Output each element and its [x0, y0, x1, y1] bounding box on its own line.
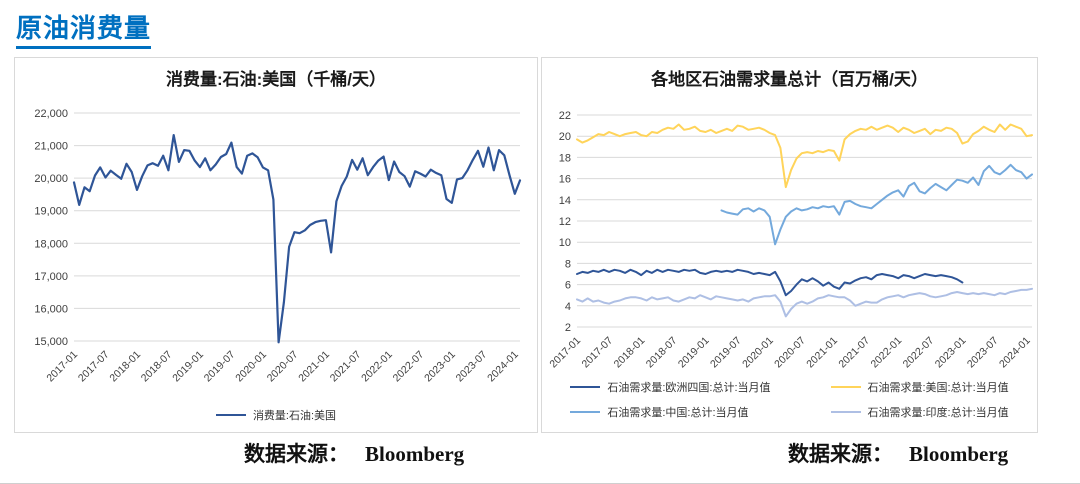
y-axis-tick-label: 4: [565, 301, 571, 313]
x-axis-tick-label: 2021-07: [328, 349, 364, 385]
source-value: Bloomberg: [909, 442, 1009, 466]
legend-label: 消费量:石油:美国: [252, 410, 337, 422]
x-axis-tick-label: 2022-01: [359, 349, 395, 385]
charts-container: 消费量:石油:美国（千桶/天） 15,000 16,000 17,000 18,000…: [14, 57, 1038, 433]
right-chart-title: 各地区石油需求量总计（百万桶/天）: [651, 70, 928, 89]
y-axis-tick-label: 20,000: [34, 173, 68, 185]
x-axis-tick-label: 2021-07: [836, 335, 872, 371]
line-chart: 2468101214161820222017-012017-072018-012…: [547, 110, 1033, 371]
x-axis-tick-label: 2019-07: [202, 349, 238, 385]
line-chart: 15,000 16,000 17,000 18,000 19,000 20,000 21,0…: [34, 108, 522, 385]
legend-label: 石油需求量:欧洲四国:总计:当月值: [607, 382, 771, 394]
us-oil-consumption-chart-panel: 消费量:石油:美国（千桶/天） 15,000 16,000 17,000 18,000…: [14, 57, 538, 433]
y-axis-tick-label: 17,000: [34, 271, 68, 283]
legend-label: 石油需求量:中国:总计:当月值: [607, 407, 749, 419]
regional-oil-demand-chart-panel: 各地区石油需求量总计（百万桶/天） 2 4 6 8 10 12 14 16 18 20 22 2017…: [541, 57, 1038, 433]
x-axis-tick-label: 2020-07: [265, 349, 301, 385]
legend-line-marker: [215, 413, 246, 417]
y-axis-tick-label: 22: [559, 110, 571, 122]
y-axis-tick-label: 20: [559, 131, 571, 143]
legend-item: 石油需求量:中国:总计:当月值: [570, 404, 770, 420]
x-axis-tick-label: 2017-07: [76, 349, 112, 385]
x-axis-tick-label: 2024-01: [485, 349, 521, 385]
source-caption-right: 数据来源： Bloomberg: [788, 438, 1008, 468]
x-axis-tick-label: 2023-07: [965, 335, 1001, 371]
x-axis-tick-label: 2021-01: [296, 349, 332, 385]
y-axis-tick-label: 6: [565, 280, 571, 292]
x-axis-tick-label: 2021-01: [804, 335, 840, 371]
y-axis-tick-label: 19,000: [34, 206, 68, 218]
x-axis-tick-label: 2023-07: [454, 349, 490, 385]
data-series-line: [576, 123, 1033, 189]
data-series-line: [72, 134, 522, 344]
x-axis-tick-label: 2019-07: [708, 335, 744, 371]
legend-item: 石油需求量:欧洲四国:总计:当月值: [570, 379, 771, 395]
legend-line-marker: [570, 410, 601, 414]
right-chart-legend: 石油需求量:欧洲四国:总计:当月值 石油需求量:美国:总计:当月值石油需求量:中国…: [542, 375, 1037, 420]
y-axis-tick-label: 2: [565, 322, 571, 334]
y-axis-tick-label: 10: [559, 237, 571, 249]
x-axis-tick-label: 2017-01: [44, 349, 80, 385]
legend-item: 石油需求量:美国:总计:当月值: [830, 379, 1009, 395]
x-axis-tick-label: 2023-01: [422, 349, 458, 385]
y-axis-tick-label: 21,000: [34, 141, 68, 153]
data-series-line: [576, 268, 964, 297]
x-axis-tick-label: 2023-01: [933, 335, 969, 371]
x-axis-tick-label: 2018-01: [107, 349, 143, 385]
data-series-line: [720, 163, 1033, 246]
legend-item: 消费量:石油:美国: [215, 407, 337, 423]
left-chart-title: 消费量:石油:美国（千桶/天）: [165, 70, 387, 89]
y-axis-tick-label: 18,000: [34, 238, 68, 250]
x-axis-tick-label: 2020-01: [233, 349, 269, 385]
x-axis-tick-label: 2019-01: [170, 349, 206, 385]
y-axis-tick-label: 15,000: [34, 336, 68, 348]
y-axis-tick-label: 22,000: [34, 108, 68, 120]
x-axis-tick-label: 2017-01: [547, 335, 583, 371]
legend-line-marker: [830, 385, 861, 389]
source-label: 数据来源：: [244, 442, 349, 466]
y-axis-tick-label: 16,000: [34, 303, 68, 315]
y-axis-tick-label: 14: [559, 195, 571, 207]
legend-label: 石油需求量:美国:总计:当月值: [867, 382, 1009, 394]
source-caption-left: 数据来源： Bloomberg: [244, 438, 464, 468]
x-axis-tick-label: 2018-07: [644, 335, 680, 371]
source-value: Bloomberg: [365, 442, 465, 466]
x-axis-tick-label: 2022-07: [901, 335, 937, 371]
y-axis-tick-label: 18: [559, 152, 571, 164]
left-chart-legend: 消费量:石油:美国: [15, 403, 537, 427]
x-axis-tick-label: 2020-01: [740, 335, 776, 371]
page-title: 原油消费量: [16, 8, 152, 49]
y-axis-tick-label: 16: [559, 174, 571, 186]
x-axis-tick-label: 2019-01: [676, 335, 712, 371]
source-label: 数据来源：: [788, 442, 893, 466]
y-axis-tick-label: 12: [559, 216, 571, 228]
x-axis-tick-label: 2022-07: [391, 349, 427, 385]
legend-item: 石油需求量:印度:总计:当月值: [830, 404, 1009, 420]
x-axis-tick-label: 2024-01: [997, 335, 1033, 371]
x-axis-tick-label: 2020-07: [772, 335, 808, 371]
y-axis-tick-label: 8: [565, 258, 571, 270]
x-axis-tick-label: 2018-07: [139, 349, 175, 385]
data-series-line: [576, 287, 1033, 318]
x-axis-tick-label: 2017-07: [579, 335, 615, 371]
x-axis-tick-label: 2022-01: [869, 335, 905, 371]
legend-line-marker: [830, 410, 861, 414]
legend-line-marker: [570, 385, 601, 389]
legend-label: 石油需求量:印度:总计:当月值: [867, 407, 1009, 419]
x-axis-tick-label: 2018-01: [612, 335, 648, 371]
